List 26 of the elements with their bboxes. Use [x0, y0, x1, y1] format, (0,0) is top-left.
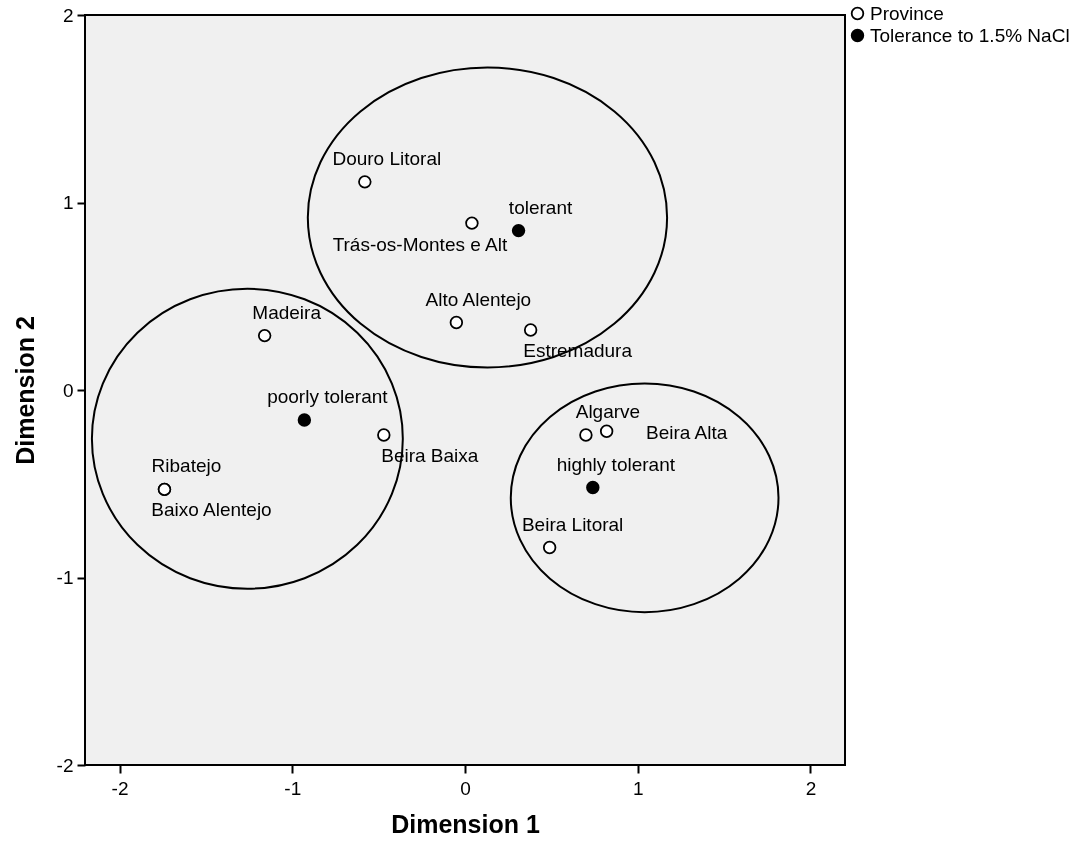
annotation: Alto Alentejo — [425, 288, 532, 310]
y-tick-label: 2 — [62, 4, 74, 26]
annotation: Baixo Alentejo — [151, 499, 272, 521]
annotation: highly tolerant — [556, 453, 676, 475]
y-axis-title: Dimension 2 — [10, 316, 39, 465]
y-tick-label: -1 — [56, 567, 74, 588]
x-tick-label: 1 — [632, 777, 644, 799]
annotation: Madeira — [252, 301, 322, 323]
legend-label: Province — [870, 2, 944, 24]
annotation: tolerant — [508, 196, 573, 218]
annotation: Algarve — [575, 401, 641, 422]
annotation: Ribatejo — [151, 455, 222, 477]
y-tick-label: 0 — [62, 379, 74, 401]
y-tick-label: 1 — [62, 192, 74, 213]
x-axis-title: Dimension 1 — [391, 809, 540, 838]
x-tick-label: -2 — [111, 777, 129, 799]
x-tick-label: 2 — [805, 777, 817, 799]
x-tick-label: -1 — [284, 777, 302, 799]
annotation: Trás-os-Montes e Alt — [332, 234, 508, 256]
y-tick-label: -2 — [56, 754, 74, 776]
annotation: Beira Litoral — [521, 513, 624, 535]
annotation: Beira Alta — [645, 422, 728, 444]
annotation: Douro Litoral — [332, 147, 442, 169]
legend-label: Tolerance to 1.5% NaCl — [870, 24, 1070, 46]
x-tick-label: 0 — [460, 777, 471, 799]
annotation: poorly tolerant — [267, 386, 389, 407]
